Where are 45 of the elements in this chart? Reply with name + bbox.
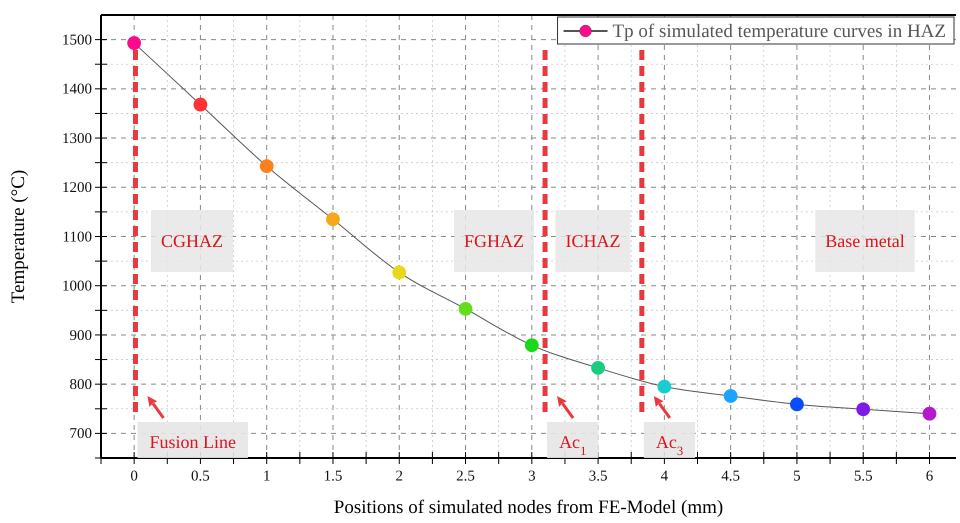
point <box>524 338 539 352</box>
y-tick-label: 1500 <box>62 32 92 48</box>
point <box>922 406 936 421</box>
annotation: ICHAZ <box>566 231 620 251</box>
point <box>260 159 274 174</box>
annotation: Fusion Line <box>149 432 236 452</box>
x-tick-label: 4 <box>660 468 669 484</box>
x-tick-label: 1 <box>262 468 270 484</box>
x-tick-label: 2 <box>396 468 404 484</box>
x-tick-label: 2.5 <box>456 468 475 484</box>
annotation: Ac$_{1}$ <box>559 432 586 458</box>
annotation: Base metal <box>825 231 905 251</box>
y-tick-label: 900 <box>70 328 92 344</box>
point <box>194 98 208 112</box>
x-tick-label: 4.5 <box>721 468 740 484</box>
point <box>326 212 340 226</box>
y-axis-title: Temperature (°C) <box>8 170 29 304</box>
point <box>856 402 870 416</box>
y-tick-label: 1100 <box>62 229 92 246</box>
x-tick-label: 0 <box>130 468 138 484</box>
y-tick-label: 800 <box>70 376 92 393</box>
annotation: FGHAZ <box>464 231 524 251</box>
point <box>127 36 142 50</box>
annotation: CGHAZ <box>161 231 224 251</box>
x-tick-label: 5 <box>793 468 801 484</box>
y-tick-label: 1200 <box>62 180 92 196</box>
x-tick-label: 0.5 <box>191 468 210 484</box>
y-tick-label: 1000 <box>62 278 92 295</box>
x-tick-label: 1.5 <box>324 468 342 484</box>
x-tick-label: 3 <box>528 468 536 484</box>
y-tick-label: 1300 <box>62 130 92 147</box>
x-tick-label: 3.5 <box>588 468 608 484</box>
point <box>392 266 406 280</box>
point <box>458 302 472 316</box>
y-tick-label: 1400 <box>62 82 92 98</box>
point <box>724 389 738 403</box>
x-tick-label: 6 <box>926 468 934 484</box>
annotation: Ac$_{3}$ <box>656 432 684 458</box>
y-tick-label: 700 <box>70 426 92 442</box>
point <box>657 380 672 394</box>
legend-label: Tp of simulated temperature curves in HAZ <box>612 21 946 42</box>
x-tick-label: 5.5 <box>854 468 873 484</box>
point <box>591 361 606 375</box>
x-axis-title: Positions of simulated nodes from FE-Model (mm) <box>334 497 724 518</box>
point <box>790 397 804 412</box>
